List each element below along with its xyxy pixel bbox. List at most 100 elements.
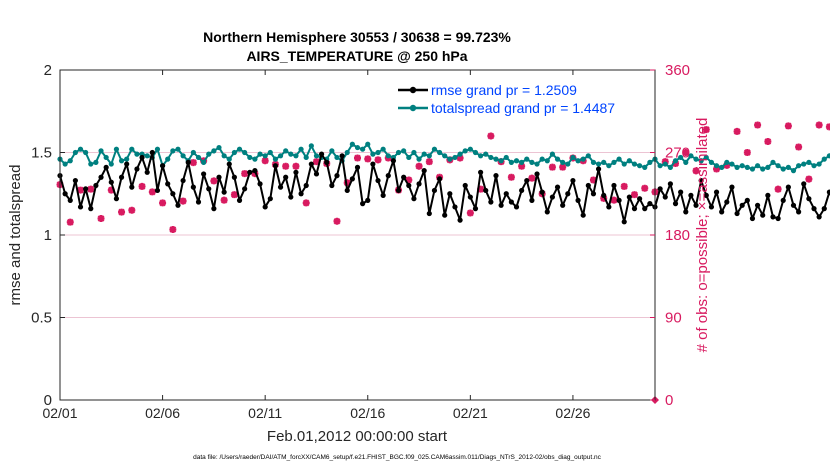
- rmse-point-16: [139, 154, 145, 161]
- left-tick-label-3: 1.5: [31, 145, 52, 162]
- rmse-point-26: [190, 184, 196, 190]
- obs-assimilated-marker-57: [641, 184, 649, 192]
- obs-possible-marker-12: [180, 198, 186, 204]
- right-axis-ticks: 0 90 180 270 360: [650, 62, 690, 409]
- obs-assimilated-marker-11: [169, 226, 177, 233]
- rmse-point-125: [698, 177, 704, 184]
- obs-possible-marker-63: [703, 126, 709, 133]
- spread-point-9: [103, 154, 109, 161]
- legend-rmse-marker: [409, 86, 417, 94]
- spread-point-38: [252, 156, 258, 162]
- spread-point-56: [344, 149, 350, 156]
- obs-assimilated-marker-74: [815, 121, 823, 129]
- rmse-point-49: [308, 161, 314, 167]
- rmse-point-7: [93, 182, 99, 189]
- obs-possible-marker-40: [467, 210, 473, 216]
- rmse-point-37: [247, 169, 253, 175]
- spread-point-45: [288, 151, 294, 157]
- rmse-point-32: [221, 189, 227, 195]
- rmse-point-66: [395, 187, 402, 194]
- obs-assimilated-marker-24: [302, 199, 310, 207]
- spread-point-148: [816, 161, 822, 167]
- obs-assimilated-marker-36: [425, 158, 433, 166]
- spread-point-66: [395, 149, 402, 156]
- rmse-point-140: [775, 215, 781, 222]
- obs-possible-marker-73: [806, 176, 812, 182]
- spread-point-107: [606, 163, 612, 169]
- rmse-point-145: [801, 181, 807, 187]
- spread-point-32: [221, 153, 227, 159]
- spread-point-37: [247, 154, 253, 161]
- spread-point-133: [739, 163, 745, 169]
- spread-point-119: [667, 164, 673, 170]
- spread-point-82: [478, 153, 484, 159]
- spread-point-28: [201, 159, 207, 165]
- rmse-point-43: [277, 184, 284, 190]
- rmse-point-1: [62, 191, 68, 197]
- obs-assimilated-marker-6: [118, 208, 126, 216]
- spread-point-80: [467, 146, 473, 152]
- spread-point-57: [349, 141, 355, 147]
- spread-point-128: [713, 163, 720, 169]
- rmse-point-41: [267, 196, 273, 202]
- rmse-point-78: [457, 217, 463, 223]
- spread-point-126: [703, 154, 709, 161]
- obs-possible-marker-62: [693, 168, 699, 174]
- spread-point-19: [154, 146, 161, 152]
- spread-point-71: [421, 151, 427, 157]
- rmse-point-142: [785, 184, 791, 190]
- rmse-point-102: [580, 212, 586, 218]
- rmse-point-27: [195, 199, 202, 205]
- spread-point-136: [754, 163, 761, 169]
- rmse-point-52: [324, 159, 330, 165]
- obs-assimilated-marker-66: [733, 127, 741, 135]
- spread-point-13: [124, 156, 130, 162]
- obs-possible-marker-22: [283, 163, 289, 169]
- spread-point-89: [513, 158, 520, 164]
- rmse-point-3: [72, 177, 78, 184]
- rmse-point-56: [344, 187, 350, 194]
- obs-possible-marker-18: [242, 170, 248, 177]
- spread-point-7: [93, 159, 99, 165]
- right-tick-label-2: 180: [665, 227, 690, 244]
- obs-assimilated-marker-52: [589, 176, 597, 184]
- spread-point-76: [447, 156, 453, 162]
- obs-assimilated-marker-3: [87, 185, 95, 193]
- obs-assimilated-marker-17: [230, 191, 238, 199]
- obs-possible-marker-30: [365, 156, 371, 162]
- rmse-point-92: [529, 197, 535, 203]
- spread-point-144: [796, 163, 802, 169]
- rmse-point-29: [206, 186, 212, 192]
- obs-possible-marker-72: [796, 144, 802, 150]
- rmse-point-67: [401, 174, 407, 180]
- rmse-point-137: [760, 212, 766, 218]
- obs-possible-marker-1: [67, 219, 73, 225]
- spread-point-2: [67, 158, 73, 164]
- rmse-point-75: [442, 212, 448, 218]
- rmse-point-88: [508, 199, 514, 205]
- rmse-point-83: [483, 187, 489, 194]
- obs-assimilated-marker-60: [672, 160, 680, 167]
- obs-assimilated-marker-30: [364, 155, 372, 163]
- spread-point-41: [267, 149, 273, 156]
- rmse-point-79: [462, 182, 468, 189]
- rmse-point-54: [334, 173, 340, 179]
- spread-point-150: [826, 153, 830, 159]
- obs-assimilated-marker-70: [774, 185, 782, 193]
- spread-point-44: [283, 148, 289, 154]
- spread-point-17: [144, 153, 150, 159]
- spread-point-92: [529, 159, 535, 165]
- obs-assimilated-marker-35: [415, 162, 423, 170]
- obs-possible-marker-29: [354, 155, 361, 161]
- rmse-point-12: [118, 174, 125, 180]
- obs-possible-marker-7: [129, 207, 135, 213]
- rmse-point-44: [283, 174, 289, 180]
- spread-point-27: [195, 154, 202, 161]
- x-tick-label-1: 02/06: [145, 405, 180, 421]
- rmse-point-82: [478, 169, 484, 175]
- spread-point-98: [560, 159, 566, 165]
- obs-assimilated-marker-10: [159, 199, 167, 207]
- obs-assimilated-marker-1: [66, 218, 74, 226]
- rmse-point-84: [488, 199, 494, 205]
- rmse-point-141: [780, 197, 786, 203]
